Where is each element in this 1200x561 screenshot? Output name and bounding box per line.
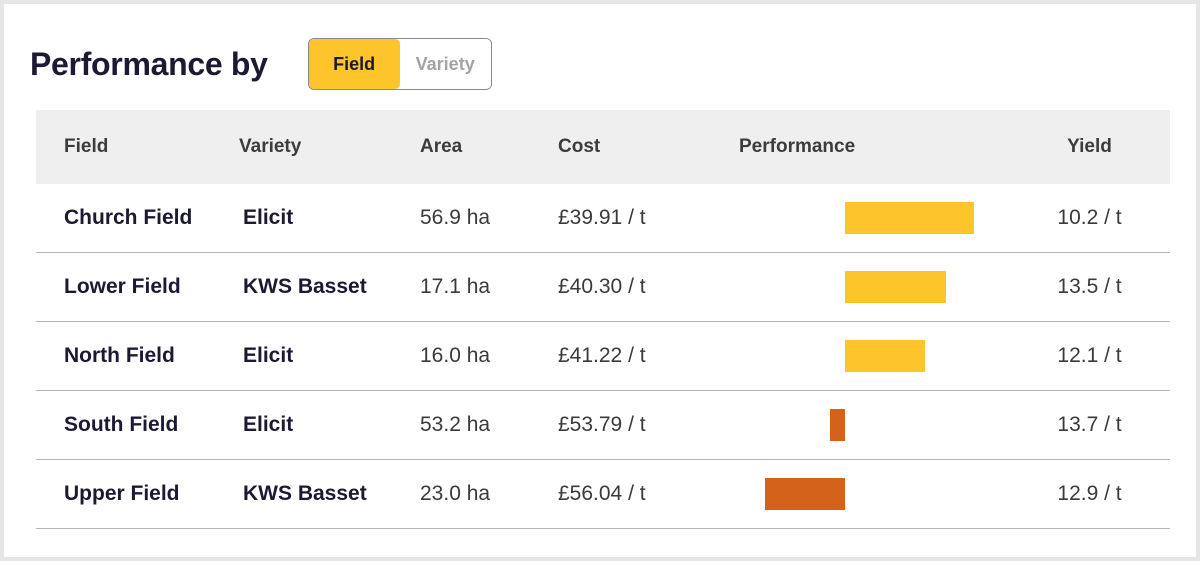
performance-bar (765, 478, 845, 510)
area-value: 53.2 ha (420, 413, 491, 436)
area-value: 16.0 ha (420, 344, 491, 367)
performance-bar (845, 271, 946, 303)
field-name: South Field (64, 413, 179, 436)
yield-value: 12.9 / t (1057, 482, 1122, 505)
variety-name: KWS Basset (243, 275, 367, 298)
table-row[interactable]: Upper Field KWS Basset 23.0 ha £56.04 / t 12… (36, 460, 1170, 529)
performance-cell (739, 184, 1009, 253)
toggle-variety-button[interactable]: Variety (399, 39, 491, 89)
yield-value: 12.1 / t (1057, 344, 1122, 367)
variety-name: Elicit (243, 413, 294, 436)
yield-value: 10.2 / t (1057, 206, 1122, 229)
column-header-yield[interactable]: Yield (1067, 136, 1112, 157)
cost-value: £39.91 / t (558, 206, 646, 229)
cost-value: £56.04 / t (558, 482, 646, 505)
performance-cell (739, 253, 1009, 322)
performance-bar (829, 409, 845, 441)
toggle-field-button[interactable]: Field (308, 39, 400, 89)
field-name: North Field (64, 344, 175, 367)
performance-cell (739, 322, 1009, 391)
cost-value: £40.30 / t (558, 275, 646, 298)
field-name: Upper Field (64, 482, 180, 505)
variety-name: Elicit (243, 206, 294, 229)
variety-name: KWS Basset (243, 482, 367, 505)
cost-value: £53.79 / t (558, 413, 646, 436)
area-value: 23.0 ha (420, 482, 491, 505)
column-header-field[interactable]: Field (64, 136, 109, 157)
view-toggle: Field Variety (307, 38, 492, 90)
performance-cell (739, 391, 1009, 460)
field-name: Lower Field (64, 275, 181, 298)
performance-cell (739, 460, 1009, 529)
performance-bar (845, 202, 974, 234)
cost-value: £41.22 / t (558, 344, 646, 367)
table-row[interactable]: North Field Elicit 16.0 ha £41.22 / t 12.1 /… (36, 322, 1170, 391)
column-header-variety[interactable]: Variety (239, 136, 302, 157)
table-row[interactable]: Church Field Elicit 56.9 ha £39.91 / t 10.2 … (36, 184, 1170, 253)
yield-value: 13.7 / t (1057, 413, 1122, 436)
area-value: 56.9 ha (420, 206, 491, 229)
field-name: Church Field (64, 206, 193, 229)
page-title: Performance by (30, 46, 268, 82)
column-header-performance[interactable]: Performance (739, 136, 856, 157)
performance-table: Field Variety Area Cost Performance Yiel… (36, 110, 1170, 529)
area-value: 17.1 ha (420, 275, 491, 298)
performance-card: Performance by Field Variety Field Varie… (4, 4, 1196, 557)
column-header-cost[interactable]: Cost (558, 136, 601, 157)
column-header-area[interactable]: Area (420, 136, 463, 157)
table-row[interactable]: Lower Field KWS Basset 17.1 ha £40.30 / t 13… (36, 253, 1170, 322)
table-row[interactable]: South Field Elicit 53.2 ha £53.79 / t 13.7 /… (36, 391, 1170, 460)
header: Performance by Field Variety (30, 38, 492, 90)
table-header-row: Field Variety Area Cost Performance Yiel… (36, 110, 1170, 184)
performance-bar (845, 340, 925, 372)
variety-name: Elicit (243, 344, 294, 367)
yield-value: 13.5 / t (1057, 275, 1122, 298)
